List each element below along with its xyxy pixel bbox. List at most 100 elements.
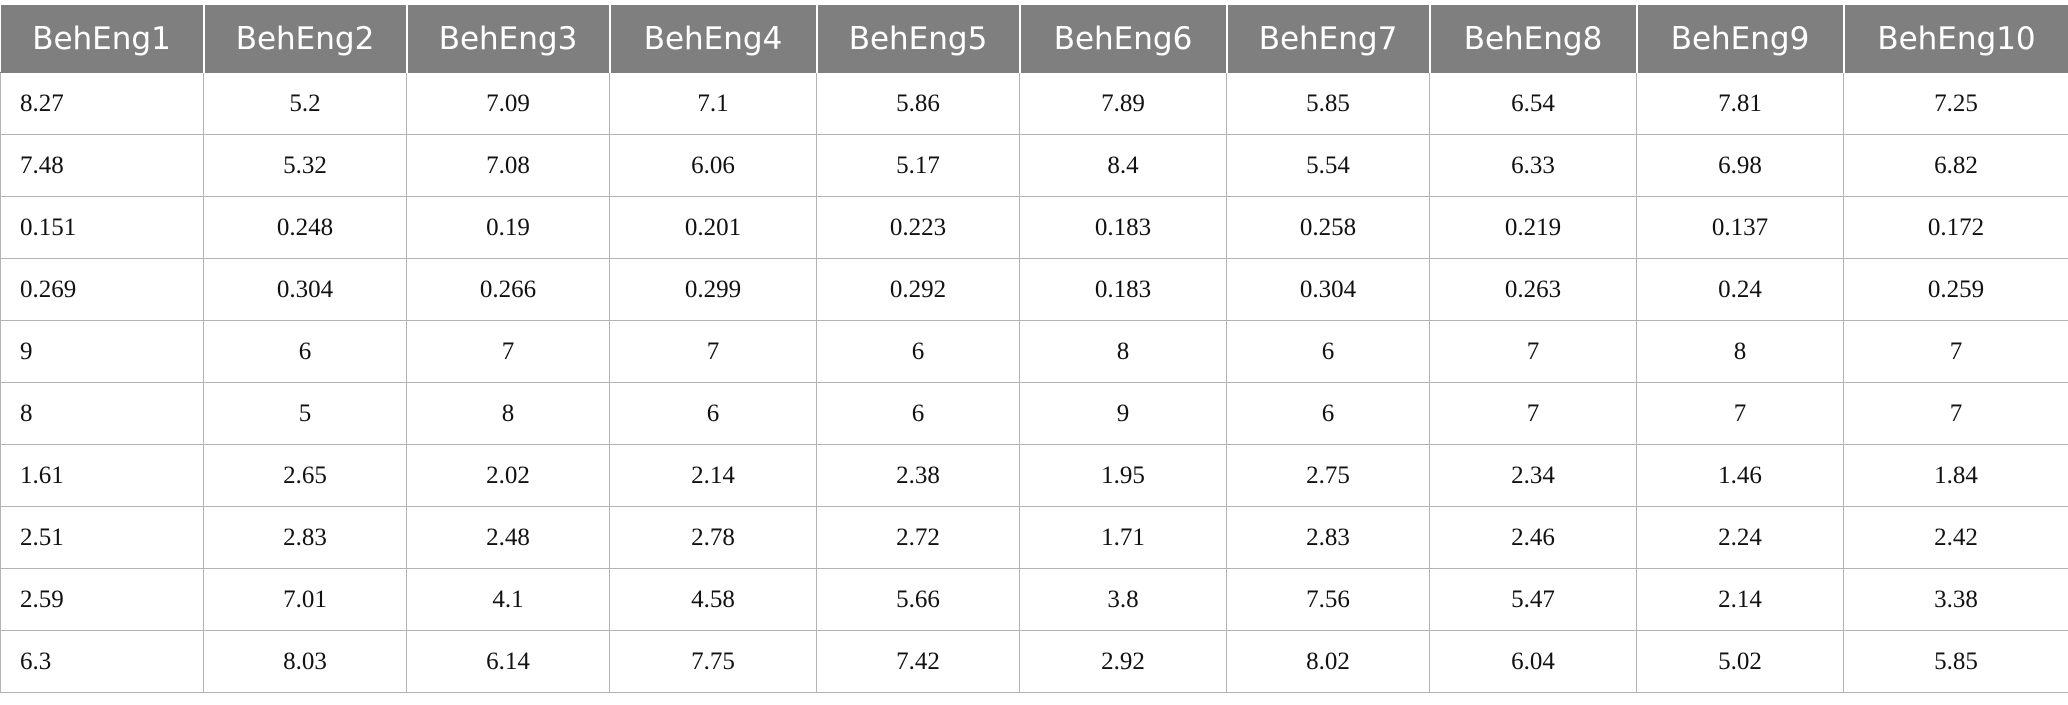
column-header: BehEng4: [609, 5, 818, 73]
table-cell: 2.38: [816, 444, 1020, 507]
table-row: 0.151 0.248 0.19 0.201 0.223 0.183 0.258 0.219 0…: [0, 196, 2068, 259]
table-cell: 0.183: [1019, 196, 1227, 259]
table-cell: 8: [0, 382, 204, 445]
table-cell: 7: [1429, 320, 1637, 383]
table-cell: 7.1: [609, 72, 817, 135]
table-cell: 5.86: [816, 72, 1020, 135]
table-cell: 5.85: [1843, 630, 2068, 693]
table-cell: 0.24: [1636, 258, 1844, 321]
table-cell: 0.304: [1226, 258, 1430, 321]
table-cell: 0.266: [406, 258, 610, 321]
column-header: BehEng9: [1636, 5, 1845, 73]
table-cell: 0.219: [1429, 196, 1637, 259]
table-cell: 8: [1019, 320, 1227, 383]
table-cell: 6.06: [609, 134, 817, 197]
column-header: BehEng1: [0, 5, 205, 73]
table-cell: 2.72: [816, 506, 1020, 569]
table-cell: 7.09: [406, 72, 610, 135]
table-cell: 7.81: [1636, 72, 1844, 135]
table-cell: 7: [1429, 382, 1637, 445]
table-row: 0.269 0.304 0.266 0.299 0.292 0.183 0.304 0.263…: [0, 258, 2068, 321]
table-cell: 2.02: [406, 444, 610, 507]
table-cell: 2.83: [1226, 506, 1430, 569]
table-cell: 0.248: [203, 196, 407, 259]
table-cell: 2.78: [609, 506, 817, 569]
table-cell: 7.48: [0, 134, 204, 197]
table-cell: 5.54: [1226, 134, 1430, 197]
column-header: BehEng10: [1843, 5, 2068, 73]
column-header: BehEng2: [203, 5, 408, 73]
data-table: BehEng1 BehEng2 BehEng3 BehEng4 BehEng5 …: [0, 5, 2068, 693]
table-cell: 1.84: [1843, 444, 2068, 507]
table-cell: 7.56: [1226, 568, 1430, 631]
table-cell: 8.03: [203, 630, 407, 693]
table-cell: 2.83: [203, 506, 407, 569]
column-header: BehEng8: [1429, 5, 1638, 73]
table-cell: 5.66: [816, 568, 1020, 631]
table-cell: 6.54: [1429, 72, 1637, 135]
table-cell: 2.34: [1429, 444, 1637, 507]
table-cell: 2.92: [1019, 630, 1227, 693]
table-cell: 7.08: [406, 134, 610, 197]
table-cell: 7: [1636, 382, 1844, 445]
table-cell: 3.38: [1843, 568, 2068, 631]
table-cell: 2.42: [1843, 506, 2068, 569]
table-cell: 1.71: [1019, 506, 1227, 569]
table-cell: 4.1: [406, 568, 610, 631]
table-cell: 6.33: [1429, 134, 1637, 197]
table-cell: 7.25: [1843, 72, 2068, 135]
table-cell: 1.46: [1636, 444, 1844, 507]
table-cell: 6.98: [1636, 134, 1844, 197]
column-header: BehEng6: [1019, 5, 1228, 73]
table-cell: 6: [609, 382, 817, 445]
table-cell: 0.151: [0, 196, 204, 259]
table-cell: 6: [203, 320, 407, 383]
table-row: 2.59 7.01 4.1 4.58 5.66 3.8 7.56 5.47 2.14 3.38: [0, 568, 2068, 631]
table-cell: 7: [406, 320, 610, 383]
table-cell: 7.42: [816, 630, 1020, 693]
table-cell: 0.137: [1636, 196, 1844, 259]
table-cell: 9: [0, 320, 204, 383]
table-cell: 4.58: [609, 568, 817, 631]
table-row: 6.3 8.03 6.14 7.75 7.42 2.92 8.02 6.04 5.02 5.85: [0, 630, 2068, 693]
table-cell: 6.04: [1429, 630, 1637, 693]
table-row: 2.51 2.83 2.48 2.78 2.72 1.71 2.83 2.46 2.24 2.42: [0, 506, 2068, 569]
table-cell: 0.304: [203, 258, 407, 321]
table-cell: 5.47: [1429, 568, 1637, 631]
table-cell: 2.59: [0, 568, 204, 631]
table-cell: 8.02: [1226, 630, 1430, 693]
table-cell: 2.65: [203, 444, 407, 507]
table-cell: 7.01: [203, 568, 407, 631]
table-cell: 5: [203, 382, 407, 445]
table-cell: 3.8: [1019, 568, 1227, 631]
table-cell: 7: [609, 320, 817, 383]
table-cell: 0.223: [816, 196, 1020, 259]
table-cell: 2.75: [1226, 444, 1430, 507]
table-cell: 6: [816, 320, 1020, 383]
data-table-container: BehEng1 BehEng2 BehEng3 BehEng4 BehEng5 …: [0, 5, 2068, 693]
table-cell: 6: [816, 382, 1020, 445]
table-cell: 2.46: [1429, 506, 1637, 569]
column-header: BehEng7: [1226, 5, 1431, 73]
table-cell: 0.259: [1843, 258, 2068, 321]
table-cell: 0.292: [816, 258, 1020, 321]
table-cell: 6.82: [1843, 134, 2068, 197]
table-cell: 8: [1636, 320, 1844, 383]
table-cell: 0.19: [406, 196, 610, 259]
table-header: BehEng1 BehEng2 BehEng3 BehEng4 BehEng5 …: [0, 5, 2068, 73]
table-cell: 7: [1843, 382, 2068, 445]
table-cell: 2.14: [1636, 568, 1844, 631]
table-cell: 6: [1226, 382, 1430, 445]
table-row: 8.27 5.2 7.09 7.1 5.86 7.89 5.85 6.54 7.81 7.25: [0, 72, 2068, 135]
column-header: BehEng5: [816, 5, 1021, 73]
table-cell: 8.4: [1019, 134, 1227, 197]
table-cell: 2.24: [1636, 506, 1844, 569]
table-cell: 1.95: [1019, 444, 1227, 507]
table-cell: 0.258: [1226, 196, 1430, 259]
table-cell: 6.3: [0, 630, 204, 693]
table-cell: 5.02: [1636, 630, 1844, 693]
table-cell: 2.14: [609, 444, 817, 507]
table-cell: 5.32: [203, 134, 407, 197]
